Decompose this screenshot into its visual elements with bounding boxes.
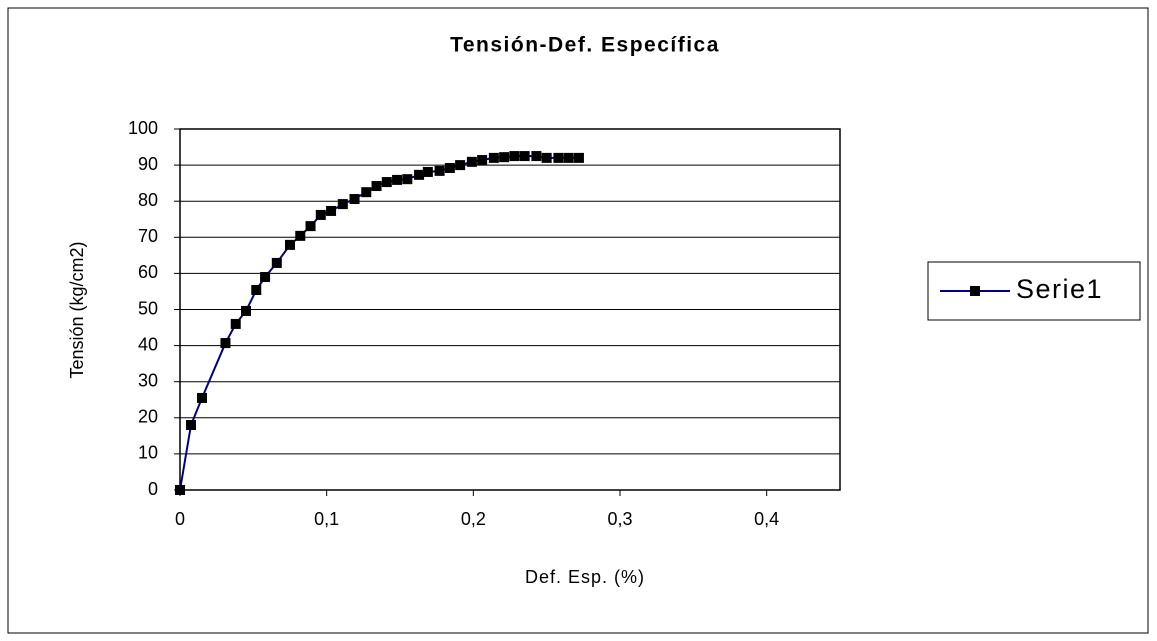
legend — [927, 261, 1141, 321]
marker — [271, 257, 282, 268]
y-tick-label: 80 — [138, 190, 158, 210]
y-tick-label: 60 — [138, 262, 158, 282]
marker — [230, 318, 241, 329]
marker — [509, 151, 520, 162]
marker — [361, 187, 372, 198]
chart-title: Tensión-Def. Específica — [450, 34, 720, 57]
marker — [434, 165, 445, 176]
marker — [251, 285, 262, 296]
y-tick-label: 10 — [138, 443, 158, 463]
marker — [305, 221, 316, 232]
marker — [488, 152, 499, 163]
y-tick-label: 20 — [138, 407, 158, 427]
plot-area — [179, 128, 841, 491]
marker — [175, 485, 185, 495]
y-tick-label: 0 — [148, 479, 158, 499]
marker — [241, 305, 251, 316]
marker — [499, 152, 510, 163]
marker — [573, 152, 584, 163]
marker — [563, 152, 574, 163]
y-tick-label: 50 — [138, 298, 158, 318]
x-axis-label: Def. Esp. (%) — [525, 567, 645, 587]
x-tick-label: 0,3 — [607, 509, 632, 529]
marker — [402, 174, 413, 185]
marker — [326, 205, 337, 216]
marker — [337, 199, 348, 210]
marker — [531, 151, 542, 162]
marker — [422, 166, 433, 177]
marker — [220, 338, 231, 349]
y-axis-label: Tensión (kg/cm2) — [67, 241, 87, 378]
y-tick-label: 90 — [138, 154, 158, 174]
x-tick-label: 0,4 — [754, 509, 779, 529]
marker — [414, 169, 425, 180]
legend-label: Serie1 — [1016, 274, 1103, 304]
y-tick-label: 100 — [128, 118, 158, 138]
marker — [295, 230, 306, 241]
marker — [444, 162, 455, 173]
x-tick-label: 0,2 — [461, 509, 486, 529]
y-tick-label: 70 — [138, 226, 158, 246]
marker — [285, 239, 295, 250]
x-tick-label: 0,1 — [314, 509, 339, 529]
marker — [186, 420, 196, 431]
marker — [466, 156, 477, 167]
marker — [553, 152, 564, 163]
legend-marker — [970, 286, 980, 296]
marker — [477, 155, 488, 166]
marker — [315, 209, 326, 220]
marker — [349, 194, 360, 205]
y-tick-label: 30 — [138, 370, 158, 390]
marker — [260, 272, 271, 283]
marker — [371, 181, 382, 192]
marker — [197, 392, 207, 403]
marker — [381, 177, 392, 188]
marker — [392, 174, 403, 185]
marker — [541, 152, 552, 163]
marker — [519, 151, 530, 162]
x-tick-label: 0 — [175, 509, 185, 529]
marker — [455, 160, 466, 171]
y-tick-label: 40 — [138, 334, 158, 354]
